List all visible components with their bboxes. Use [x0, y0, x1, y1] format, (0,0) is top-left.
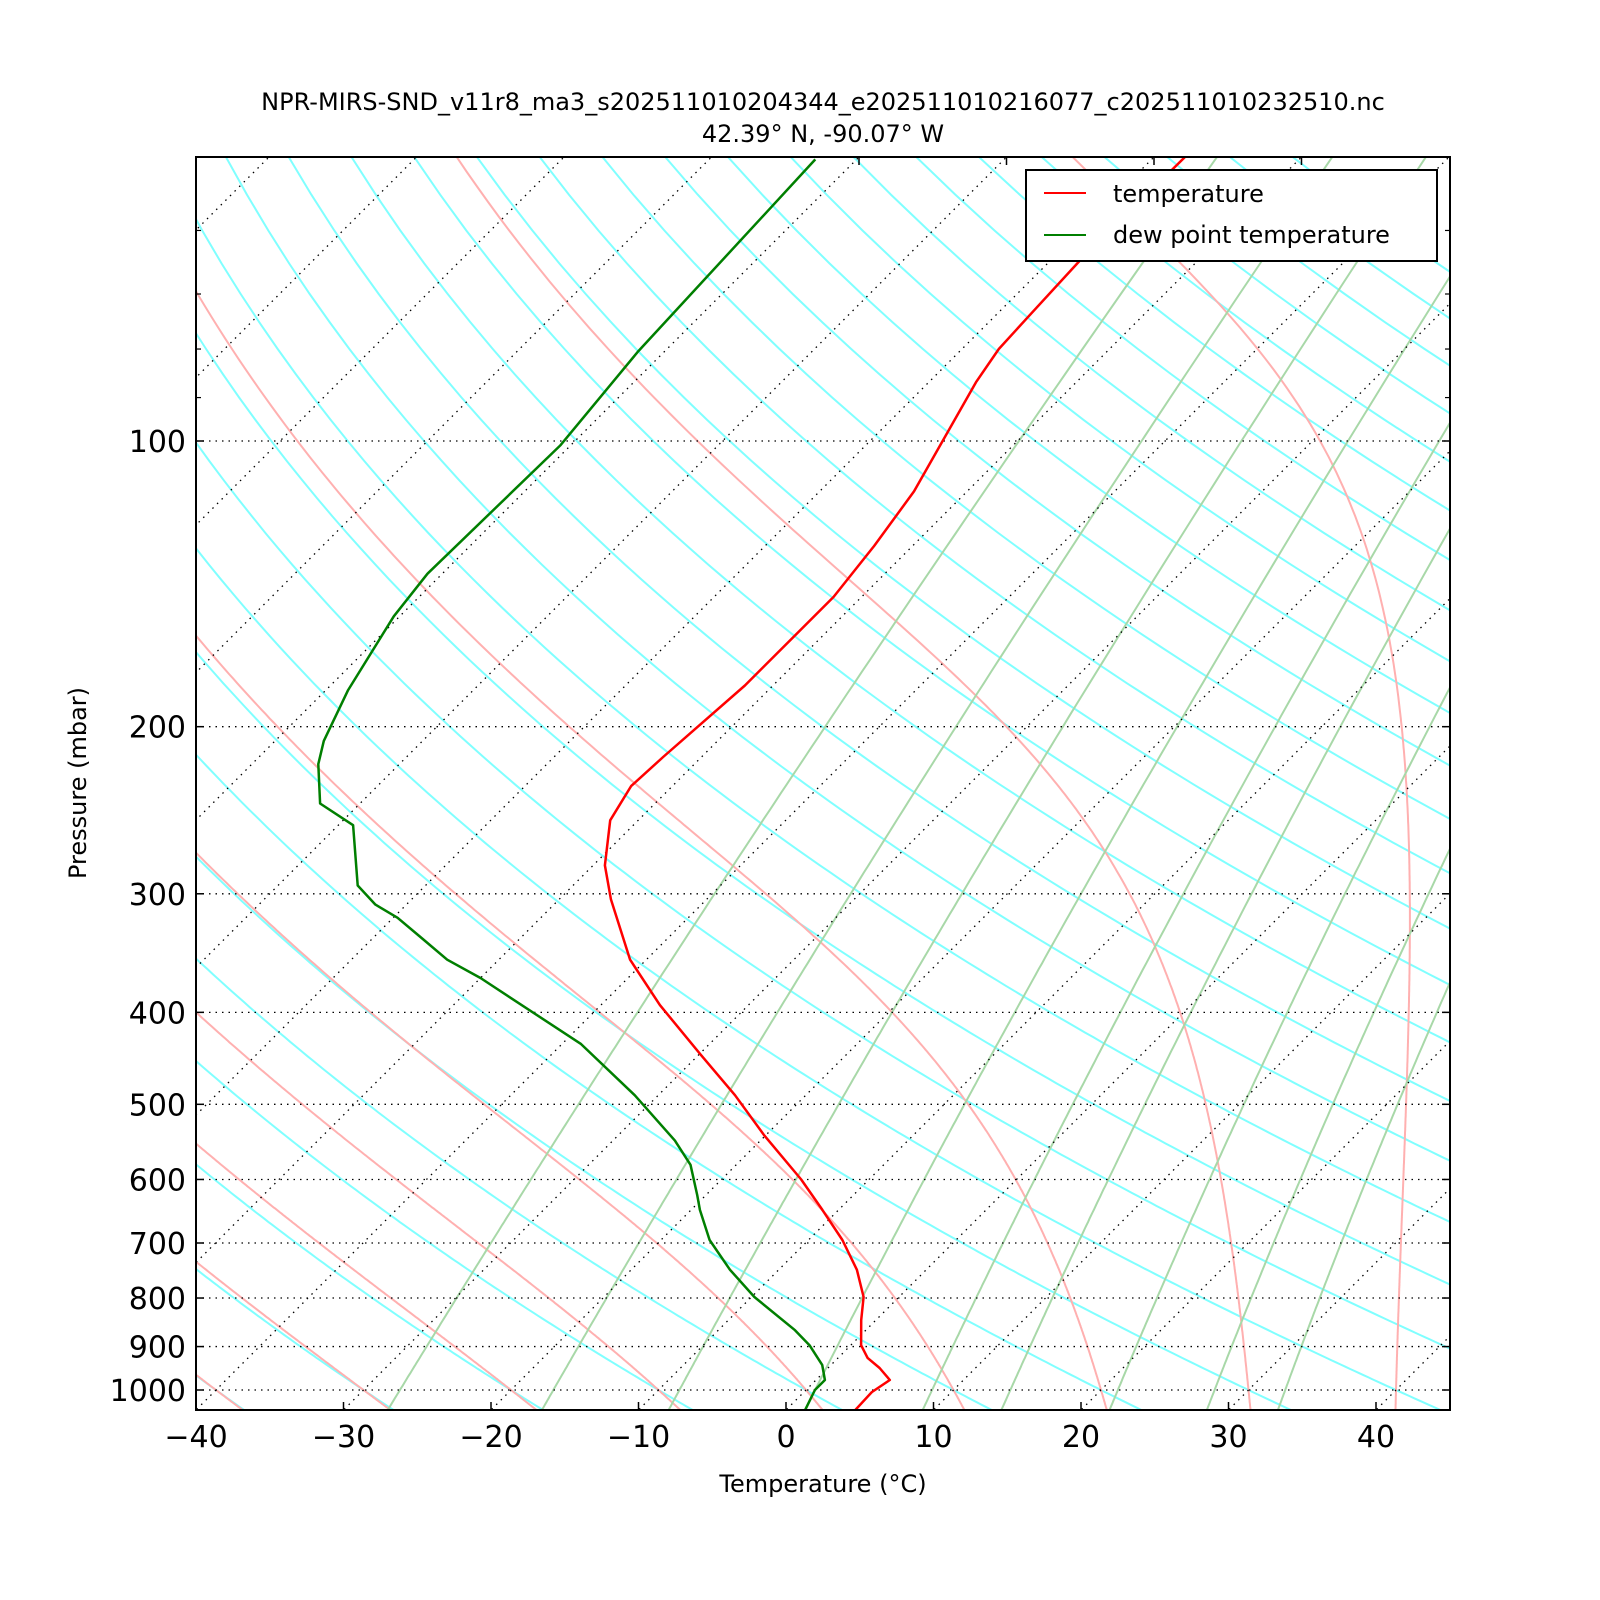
- isotherm-gridline: [196, 157, 418, 379]
- dry-adiabat: [914, 157, 1450, 562]
- isotherm-gridline: [785, 745, 1450, 1410]
- isotherm-gridline: [196, 157, 713, 674]
- dry-adiabat: [196, 440, 1450, 1350]
- chart-subtitle: 42.39° N, -90.07° W: [702, 120, 944, 148]
- y-tick-label: 900: [129, 1331, 186, 1366]
- x-tick-label: 20: [1062, 1420, 1100, 1455]
- dry-adiabat: [1228, 157, 1450, 320]
- dry-adiabat: [1165, 157, 1450, 367]
- y-tick-label: 800: [129, 1282, 186, 1317]
- moist-adiabat: [196, 1260, 393, 1410]
- dry-adiabat: [663, 157, 1450, 767]
- dry-adiabat: [789, 157, 1450, 663]
- temperature-line: [603, 157, 1187, 1410]
- isotherm-gridline: [932, 892, 1450, 1410]
- dry-adiabat: [601, 157, 1450, 821]
- dry-adiabat: [196, 1374, 246, 1410]
- dry-adiabat: [224, 157, 1450, 1162]
- dry-adiabat: [977, 157, 1450, 512]
- y-tick-label: 500: [129, 1088, 186, 1123]
- dry-adiabat: [196, 1267, 396, 1410]
- axis-ticks: −40 −30 −20 −10 0 10 20 30 40 100 200 300 400 500 600 7…: [110, 157, 1450, 1455]
- dry-adiabat: [196, 1059, 695, 1410]
- isotherm-gridline: [1227, 1187, 1450, 1410]
- mixing-ratio-line: [1276, 979, 1450, 1410]
- moist-adiabat: [196, 851, 824, 1410]
- plot-frame: [195, 156, 1451, 1411]
- isotherm-gridline: [196, 157, 1008, 969]
- y-axis-label: Pressure (mbar): [64, 687, 92, 879]
- dry-adiabat: [196, 546, 1443, 1410]
- x-tick-label: −40: [164, 1420, 227, 1455]
- dry-adiabat: [475, 157, 1450, 930]
- y-tick-label: 200: [129, 711, 186, 746]
- x-tick-label: −20: [459, 1420, 522, 1455]
- mixing-ratio-line: [1108, 685, 1450, 1410]
- dry-adiabat: [852, 157, 1450, 612]
- legend-label-temperature: temperature: [1113, 180, 1264, 208]
- y-tick-label: 1000: [110, 1374, 186, 1409]
- moist-adiabat: [196, 289, 1108, 1410]
- x-tick-label: 40: [1357, 1420, 1395, 1455]
- isotherm-gridline: [196, 157, 1155, 1116]
- isotherm-gridline: [1375, 1335, 1450, 1410]
- data-series: [317, 157, 1187, 1410]
- dry-adiabat: [350, 157, 1450, 1044]
- legend-label-dewpoint: dew point temperature: [1113, 221, 1390, 249]
- isotherm-gridline: [196, 157, 1450, 1410]
- dewpoint-line: [317, 158, 827, 1410]
- isotherm-gridline: [637, 597, 1450, 1410]
- mixing-ratio-line: [921, 420, 1450, 1410]
- moist-adiabat: [196, 1142, 538, 1410]
- dry-adiabat: [196, 650, 1294, 1410]
- dry-adiabat: [196, 855, 994, 1410]
- isotherm-gridline: [196, 157, 565, 526]
- chart-title: NPR-MIRS-SND_v11r8_ma3_s202511010204344_…: [261, 88, 1385, 116]
- y-tick-label: 600: [129, 1163, 186, 1198]
- y-tick-label: 300: [129, 878, 186, 913]
- moist-adiabat: [196, 634, 966, 1410]
- x-axis-label: Temperature (°C): [718, 1470, 926, 1498]
- x-tick-label: −10: [607, 1420, 670, 1455]
- dry-adiabat: [196, 331, 1450, 1286]
- y-tick-label: 700: [129, 1227, 186, 1262]
- moist-adiabat: [1071, 157, 1411, 1410]
- mixing-ratio-line: [803, 274, 1450, 1410]
- legend-box: [1025, 169, 1438, 262]
- isotherm-gridline: [1080, 1040, 1450, 1410]
- isotherm-gridline: [1520, 112, 1600, 1414]
- isotherm-gridline: [0, 112, 19, 1414]
- isotherm-gridline: [196, 157, 1303, 1264]
- mixing-ratio-line: [1000, 526, 1450, 1410]
- x-tick-label: 30: [1209, 1420, 1247, 1455]
- legend: temperature dew point temperature: [1025, 169, 1438, 262]
- background-lines: [196, 157, 1450, 1410]
- moist-adiabat: [455, 157, 1252, 1410]
- moist-adiabat: [196, 1010, 682, 1410]
- dry-adiabat: [287, 157, 1450, 1103]
- dry-adiabat: [413, 157, 1450, 987]
- x-tick-label: −30: [312, 1420, 375, 1455]
- mixing-ratio-line: [667, 157, 1428, 1410]
- dry-adiabat: [196, 753, 1144, 1410]
- mixing-ratio-line: [1205, 846, 1450, 1410]
- x-tick-label: 0: [776, 1420, 795, 1455]
- dry-adiabat: [538, 157, 1450, 875]
- dry-adiabat: [196, 1163, 546, 1410]
- dry-adiabat: [1291, 157, 1450, 274]
- y-tick-label: 400: [129, 996, 186, 1031]
- dry-adiabat: [726, 157, 1450, 715]
- dry-adiabat: [196, 217, 1450, 1224]
- isotherm-gridline: [490, 450, 1450, 1410]
- dry-adiabat: [196, 957, 845, 1410]
- mixing-ratio-line: [540, 157, 1334, 1410]
- grid: [0, 112, 1600, 1414]
- isotherm-gridline: [342, 302, 1450, 1410]
- isotherm-gridline: [196, 157, 860, 821]
- x-tick-label: 10: [914, 1420, 952, 1455]
- mixing-ratio-line: [386, 157, 1219, 1410]
- y-tick-label: 100: [129, 425, 186, 460]
- isotherm-gridline: [196, 157, 270, 231]
